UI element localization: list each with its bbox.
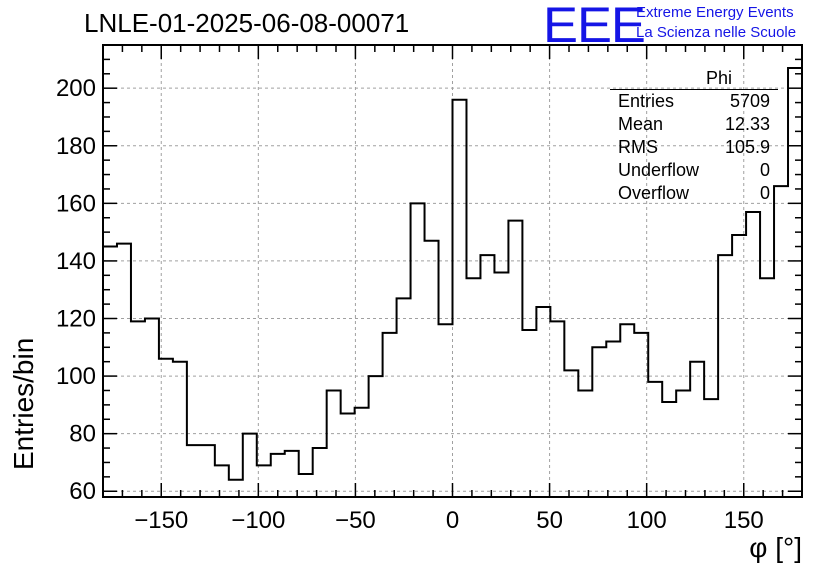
stats-label: RMS xyxy=(618,137,658,157)
y-tick-label: 200 xyxy=(56,75,96,102)
y-tick-label: 100 xyxy=(56,363,96,390)
logo-line-1: Extreme Energy Events xyxy=(636,4,794,21)
x-tick-label: 100 xyxy=(627,507,667,534)
stats-value: 0 xyxy=(759,183,770,203)
x-tick-label: −100 xyxy=(231,507,285,534)
stats-row-rms: RMS 105.9 xyxy=(610,136,778,159)
x-axis-label: φ [°] xyxy=(749,532,802,563)
y-tick-label: 120 xyxy=(56,306,96,333)
stats-row-overflow: Overflow 0 xyxy=(610,182,778,205)
stats-row-mean: Mean 12.33 xyxy=(610,113,778,136)
eee-logo-mark: EEE xyxy=(543,0,646,53)
x-tick-label: −50 xyxy=(335,507,376,534)
logo-line-2: La Scienza nelle Scuole xyxy=(636,24,797,41)
stats-row-underflow: Underflow 0 xyxy=(610,159,778,182)
y-tick-label: 80 xyxy=(69,421,96,448)
x-tick-label: 50 xyxy=(536,507,563,534)
stats-value: 12.33 xyxy=(724,114,770,134)
stats-label: Underflow xyxy=(618,160,700,180)
x-tick-label: 150 xyxy=(724,507,764,534)
y-tick-label: 140 xyxy=(56,248,96,275)
histogram-line xyxy=(103,67,802,481)
stats-label: Overflow xyxy=(618,183,690,203)
stats-title: Phi xyxy=(610,68,778,90)
x-tick-label: −150 xyxy=(134,507,188,534)
stats-row-entries: Entries 5709 xyxy=(610,90,778,113)
eee-logo-text: Extreme Energy Events La Scienza nelle S… xyxy=(636,3,796,43)
y-axis-label: Entries/bin xyxy=(8,337,39,470)
x-tick-label: 0 xyxy=(446,507,459,534)
stats-value: 105.9 xyxy=(724,137,770,157)
y-tick-label: 180 xyxy=(56,133,96,160)
stats-label: Entries xyxy=(618,91,675,111)
y-tick-label: 60 xyxy=(69,478,96,505)
stats-value: 0 xyxy=(759,160,770,180)
chart-title: LNLE-01-2025-06-08-00071 xyxy=(84,8,410,38)
y-tick-label: 160 xyxy=(56,190,96,217)
stats-box: Phi Entries 5709 Mean 12.33 RMS 105.9 Un… xyxy=(610,68,778,205)
stats-value: 5709 xyxy=(729,91,770,111)
stats-label: Mean xyxy=(618,114,664,134)
